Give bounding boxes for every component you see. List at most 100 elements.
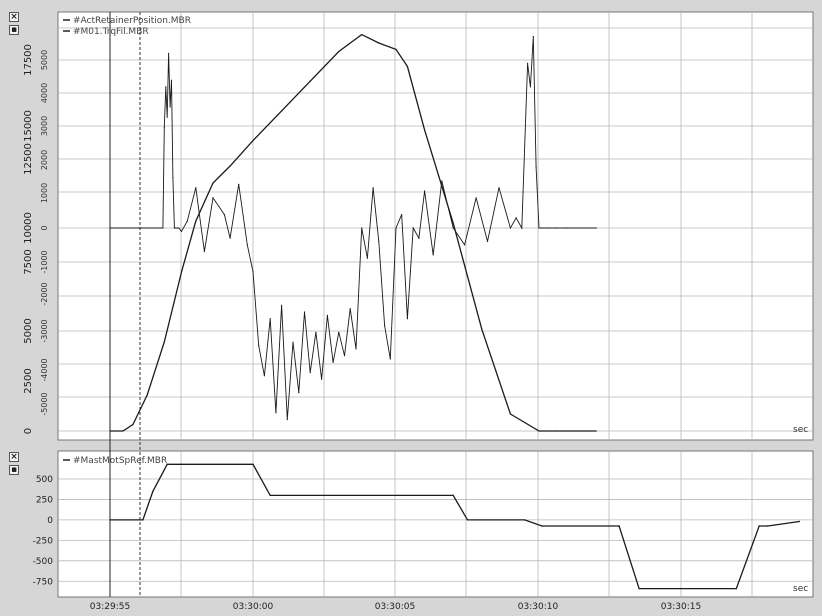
- data-point: [412, 227, 414, 229]
- data-point: [176, 227, 178, 229]
- data-point: [180, 271, 183, 273]
- data-point: [378, 42, 380, 44]
- data-point: [109, 227, 111, 229]
- data-point: [798, 520, 800, 523]
- y-tick-label-outer: 12500: [23, 143, 34, 175]
- data-point: [332, 361, 334, 363]
- data-point: [252, 271, 254, 273]
- data-point: [515, 217, 517, 219]
- data-point: [321, 378, 323, 380]
- x-tick-label: 03:30:10: [518, 602, 559, 612]
- data-point: [464, 244, 466, 246]
- data-point: [424, 190, 426, 192]
- data-point: [389, 358, 391, 360]
- data-point: [163, 126, 165, 128]
- data-point: [527, 62, 529, 64]
- data-point: [481, 328, 483, 330]
- data-point: [452, 227, 454, 229]
- data-point: [252, 463, 254, 465]
- data-point: [170, 79, 173, 81]
- data-point: [269, 318, 271, 320]
- data-point: [567, 227, 569, 229]
- close-panel-icon[interactable]: ×: [9, 12, 19, 22]
- data-point: [535, 166, 537, 169]
- close-panel-icon[interactable]: ×: [9, 452, 19, 462]
- data-point: [281, 110, 283, 112]
- y-tick-label-inner: 2000: [40, 150, 49, 170]
- data-point: [229, 237, 231, 239]
- data-point: [538, 430, 540, 432]
- data-point: [406, 318, 408, 320]
- data-point: [343, 355, 346, 357]
- data-point: [486, 240, 489, 242]
- data-point: [498, 187, 500, 189]
- bottom-plot-area: [57, 450, 814, 598]
- data-point: [175, 227, 177, 229]
- data-point: [168, 52, 170, 54]
- legend-entry: #M01.TrqFil.MBR: [73, 27, 149, 37]
- data-point: [735, 587, 737, 590]
- data-point: [547, 227, 549, 229]
- data-point: [203, 250, 205, 253]
- y-tick-label-outer: 17500: [23, 44, 34, 76]
- data-point: [524, 519, 526, 521]
- data-point: [441, 180, 443, 182]
- data-point: [303, 311, 306, 313]
- y-tick-label-outer: 0: [23, 428, 34, 434]
- y-tick-label-inner: 1000: [40, 183, 49, 203]
- data-point: [395, 227, 397, 229]
- data-point: [509, 227, 511, 229]
- pin-panel-icon[interactable]: ▪: [9, 465, 19, 475]
- data-point: [138, 227, 140, 229]
- data-point: [452, 222, 454, 224]
- data-point: [532, 35, 534, 38]
- top-plot-area: [57, 11, 814, 441]
- data-point: [541, 227, 543, 229]
- data-point: [378, 240, 380, 242]
- x-tick-label: 03:30:00: [233, 602, 274, 612]
- pin-panel-icon[interactable]: ▪: [9, 25, 19, 35]
- data-point: [152, 490, 154, 492]
- y-tick-label-bottom: 0: [47, 516, 53, 526]
- data-point: [186, 220, 188, 222]
- data-point: [162, 227, 164, 229]
- data-point: [767, 525, 769, 527]
- data-point: [298, 392, 300, 394]
- data-point: [212, 197, 214, 199]
- data-point: [509, 413, 511, 415]
- data-point: [146, 394, 148, 396]
- data-point: [475, 197, 477, 199]
- x-unit-label-top: sec: [793, 425, 808, 435]
- y-tick-label-bottom: -250: [33, 536, 54, 546]
- data-point: [529, 86, 532, 88]
- data-point: [166, 116, 168, 118]
- legend-entry: #ActRetainerPosition.MBR: [73, 16, 191, 26]
- data-point: [638, 587, 640, 590]
- y-tick-label-outer: 15000: [23, 110, 34, 142]
- data-point: [180, 230, 183, 232]
- data-point: [212, 182, 214, 184]
- data-point: [269, 494, 271, 497]
- data-point: [109, 430, 111, 432]
- data-point: [109, 519, 111, 521]
- data-point: [406, 65, 408, 67]
- data-point: [142, 519, 144, 521]
- data-point: [361, 227, 363, 229]
- data-point: [326, 314, 328, 316]
- data-point: [355, 348, 357, 350]
- y-tick-label-inner: -1000: [40, 250, 49, 273]
- data-point: [618, 525, 620, 527]
- data-point: [595, 227, 597, 229]
- y-tick-label-bottom: -750: [33, 577, 54, 587]
- x-tick-label: 03:30:15: [661, 602, 701, 612]
- y-tick-label-inner: 5000: [40, 50, 49, 70]
- data-point: [452, 494, 454, 497]
- y-tick-label-inner: -3000: [40, 319, 49, 342]
- data-point: [521, 227, 523, 229]
- data-point: [315, 331, 317, 333]
- data-point: [281, 304, 283, 306]
- x-unit-label-bottom: sec: [793, 584, 808, 594]
- data-point: [395, 48, 397, 51]
- data-point: [223, 214, 225, 216]
